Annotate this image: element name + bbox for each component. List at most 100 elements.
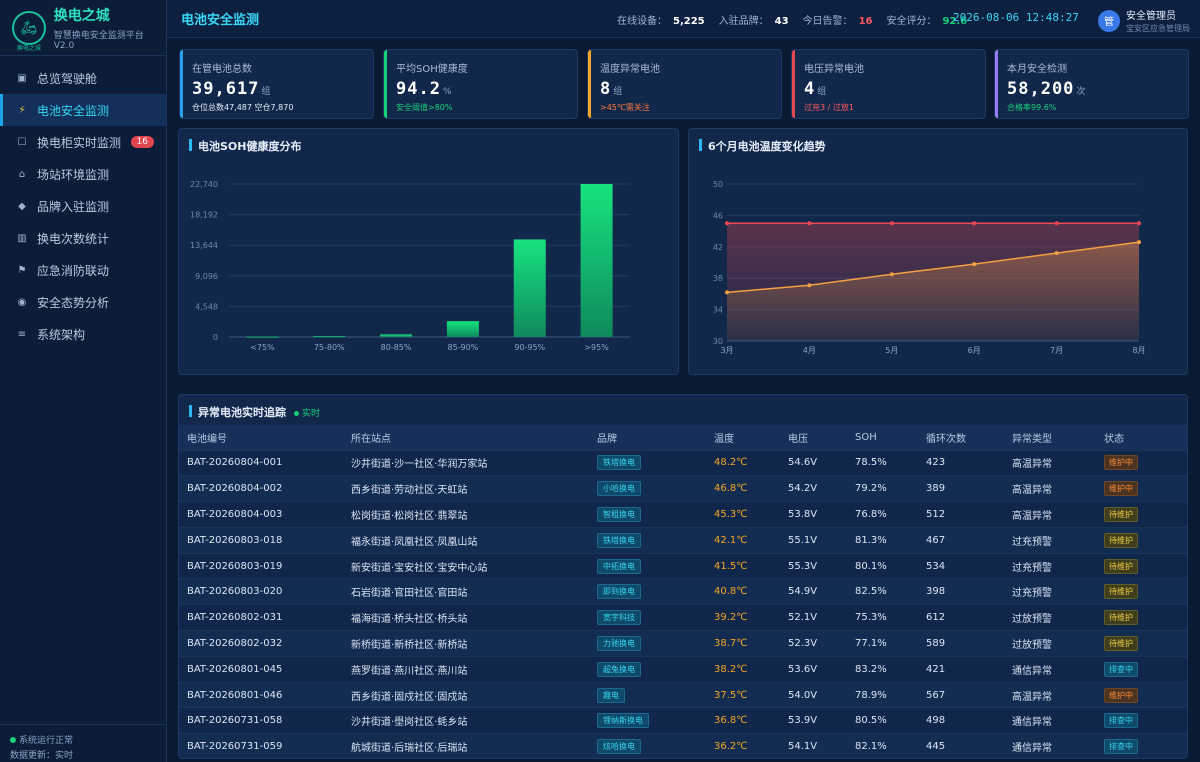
sidebar-item-label: 安全态势分析 bbox=[37, 295, 110, 310]
header-stat-value: 5,225 bbox=[673, 15, 705, 27]
series-point[interactable] bbox=[807, 221, 812, 226]
table-cell: BAT-20260803-019 bbox=[187, 560, 283, 572]
status-badge: 维护中 bbox=[1104, 481, 1138, 497]
status-badge: 排查中 bbox=[1104, 739, 1138, 755]
stat-card[interactable]: 温度异常电池 8 组 >45℃需关注 bbox=[587, 49, 782, 119]
sidebar-item-3[interactable]: ⌂ 场站环境监测 bbox=[0, 158, 166, 190]
status-badge: 维护中 bbox=[1104, 455, 1138, 471]
soh-bar[interactable] bbox=[513, 239, 546, 337]
series-point[interactable] bbox=[1137, 221, 1141, 226]
series-point[interactable] bbox=[972, 221, 977, 226]
scooter-icon: 🛵︎ bbox=[19, 19, 38, 36]
column-header[interactable]: 温度 bbox=[714, 433, 734, 445]
avatar[interactable]: 管 bbox=[1098, 9, 1120, 32]
soh-bar[interactable] bbox=[246, 336, 279, 338]
status-badge: 待维护 bbox=[1104, 635, 1138, 651]
table-cell: 512 bbox=[926, 508, 946, 520]
series-point[interactable] bbox=[725, 290, 729, 295]
x-tick-label: <75% bbox=[250, 343, 275, 352]
table-row[interactable]: BAT-20260803-020 石岩街道·官田社区·官田站 即到换电 40.8℃ 54… bbox=[179, 578, 1187, 605]
column-header[interactable]: 电池编号 bbox=[187, 433, 227, 445]
series-point[interactable] bbox=[889, 221, 894, 226]
soh-bar[interactable] bbox=[313, 336, 346, 338]
status-cell: 排查中 bbox=[1096, 656, 1187, 682]
brand-cell: 宽宇科技 bbox=[589, 605, 706, 631]
series-point[interactable] bbox=[1054, 221, 1059, 226]
sidebar-item-1[interactable]: ⚡ 电池安全监测 bbox=[0, 94, 166, 126]
series-point[interactable] bbox=[1137, 240, 1141, 245]
status-cell: 待维护 bbox=[1096, 527, 1187, 553]
status-cell: 排查中 bbox=[1096, 734, 1187, 758]
status-dot bbox=[10, 737, 16, 743]
stat-card[interactable]: 本月安全检测 58,200 次合格率99.6% bbox=[994, 49, 1189, 119]
table-row[interactable]: BAT-20260802-032 新桥街道·新桥社区·新桥站 力驰换电 38.7℃ 52… bbox=[179, 630, 1187, 657]
series-point[interactable] bbox=[807, 283, 812, 288]
column-header[interactable]: 循环次数 bbox=[926, 433, 966, 445]
menu-icon: ≡ bbox=[17, 328, 27, 340]
stat-card-label: 在管电池总数 bbox=[192, 64, 252, 75]
header-stat: 今日告警： 16 bbox=[803, 12, 873, 27]
sidebar-item-0[interactable]: ▣ 总览驾驶舱 bbox=[0, 62, 166, 94]
table-cell: 38.2℃ bbox=[714, 663, 748, 675]
column-header[interactable]: 状态 bbox=[1104, 433, 1124, 445]
status-badge: 待维护 bbox=[1104, 584, 1138, 600]
table-title: 异常电池实时追踪 实时 bbox=[189, 404, 320, 420]
x-tick-label: 75-80% bbox=[314, 343, 345, 352]
brand-tag: 铁塔换电 bbox=[597, 532, 641, 548]
table-row[interactable]: BAT-20260731-059 航城街道·后瑞社区·后瑞站 炫哈换电 36.2℃ 54… bbox=[179, 733, 1187, 758]
soh-bar[interactable] bbox=[580, 184, 613, 337]
brand-tag: 中拓换电 bbox=[597, 558, 641, 574]
table-row[interactable]: BAT-20260803-019 新安街道·宝安社区·宝安中心站 中拓换电 41.5℃… bbox=[179, 553, 1187, 579]
status-cell: 待维护 bbox=[1096, 579, 1187, 605]
stat-card[interactable]: 电压异常电池 4 组过充3 / 过放1 bbox=[791, 49, 986, 119]
table-row[interactable]: BAT-20260801-045 燕罗街道·燕川社区·燕川站 超兔换电 38.2℃ 53… bbox=[179, 656, 1187, 683]
table-row[interactable]: BAT-20260804-001 沙井街道·沙一社区·华润万家站 铁塔换电 48.2℃… bbox=[179, 450, 1187, 476]
status-badge: 排查中 bbox=[1104, 713, 1138, 729]
table-row[interactable]: BAT-20260802-031 福海街道·桥头社区·桥头站 宽宇科技 39.2℃ 52… bbox=[179, 604, 1187, 631]
sidebar-item-7[interactable]: ◉ 安全态势分析 bbox=[0, 286, 166, 318]
brand[interactable]: 🛵︎ 换电之城 换电之城 智慧换电安全监测平台 V2.0 bbox=[0, 0, 166, 56]
stat-card[interactable]: 平均SOH健康度 94.2% 安全阈值>80% bbox=[383, 49, 578, 119]
brand-tag: 趣电 bbox=[597, 687, 625, 703]
user-menu[interactable]: 管 安全管理员 宝安区应急管理局 bbox=[1098, 7, 1190, 34]
column-header[interactable]: 异常类型 bbox=[1012, 433, 1052, 445]
column-header[interactable]: 电压 bbox=[788, 433, 808, 445]
table-cell: 松岗街道·松岗社区·翡翠站 bbox=[351, 510, 468, 522]
brand-tag: 超兔换电 bbox=[597, 661, 641, 677]
series-point[interactable] bbox=[725, 221, 729, 226]
stat-card-sub: >45℃需关注 bbox=[600, 103, 650, 112]
table-cell: 39.2℃ bbox=[714, 612, 748, 624]
column-header[interactable]: SOH bbox=[855, 431, 877, 443]
column-header[interactable]: 所在站点 bbox=[351, 433, 391, 445]
table-row[interactable]: BAT-20260803-018 福永街道·凤凰社区·凤凰山站 铁塔换电 42.1℃ 5… bbox=[179, 527, 1187, 554]
series-point[interactable] bbox=[889, 272, 894, 277]
soh-bar[interactable] bbox=[446, 321, 479, 337]
sidebar-item-5[interactable]: ▥ 换电次数统计 bbox=[0, 222, 166, 254]
table-cell: 过充预警 bbox=[1012, 562, 1052, 574]
series-point[interactable] bbox=[972, 262, 977, 267]
table-cell: 41.5℃ bbox=[714, 560, 748, 572]
header-stat-value: 92.6 bbox=[942, 15, 968, 27]
sidebar-item-2[interactable]: ☐ 换电柜实时监测 16 bbox=[0, 126, 166, 158]
table-cell: 55.3V bbox=[788, 560, 818, 572]
table-row[interactable]: BAT-20260804-002 西乡街道·劳动社区·天虹站 小哈换电 46.8℃ 54… bbox=[179, 475, 1187, 502]
brand-tag: 智租换电 bbox=[597, 506, 641, 522]
table-row[interactable]: BAT-20260731-058 沙井街道·壆岗社区·蚝乡站 锂纳斯换电 36.8℃ 5… bbox=[179, 707, 1187, 734]
brand-cell: 锂纳斯换电 bbox=[589, 708, 706, 734]
table-cell: 589 bbox=[926, 637, 946, 649]
table-row[interactable]: BAT-20260801-046 西乡街道·固戍社区·固戍站 趣电 37.5℃ 54.0… bbox=[179, 682, 1187, 708]
table-cell: BAT-20260802-032 bbox=[187, 637, 283, 649]
stat-card-label: 温度异常电池 bbox=[600, 64, 660, 75]
sidebar-item-8[interactable]: ≡ 系统架构 bbox=[0, 318, 166, 350]
table-cell: 燕罗街道·燕川社区·燕川站 bbox=[351, 665, 468, 677]
table-row[interactable]: BAT-20260804-003 松岗街道·松岗社区·翡翠站 智租换电 45.3℃ 53… bbox=[179, 501, 1187, 528]
header-stat: 入驻品牌： 43 bbox=[719, 12, 789, 27]
soh-bar[interactable] bbox=[380, 334, 413, 337]
sidebar-item-4[interactable]: ◆ 品牌入驻监测 bbox=[0, 190, 166, 222]
sidebar-item-6[interactable]: ⚑ 应急消防联动 bbox=[0, 254, 166, 286]
column-header[interactable]: 品牌 bbox=[597, 433, 617, 445]
stat-card[interactable]: 在管电池总数 39,617 组仓位总数47,487 空仓7,870 bbox=[179, 49, 374, 119]
table-cell: BAT-20260801-045 bbox=[187, 663, 283, 675]
series-point[interactable] bbox=[1054, 251, 1059, 256]
y-tick-label: 4,548 bbox=[195, 302, 218, 311]
